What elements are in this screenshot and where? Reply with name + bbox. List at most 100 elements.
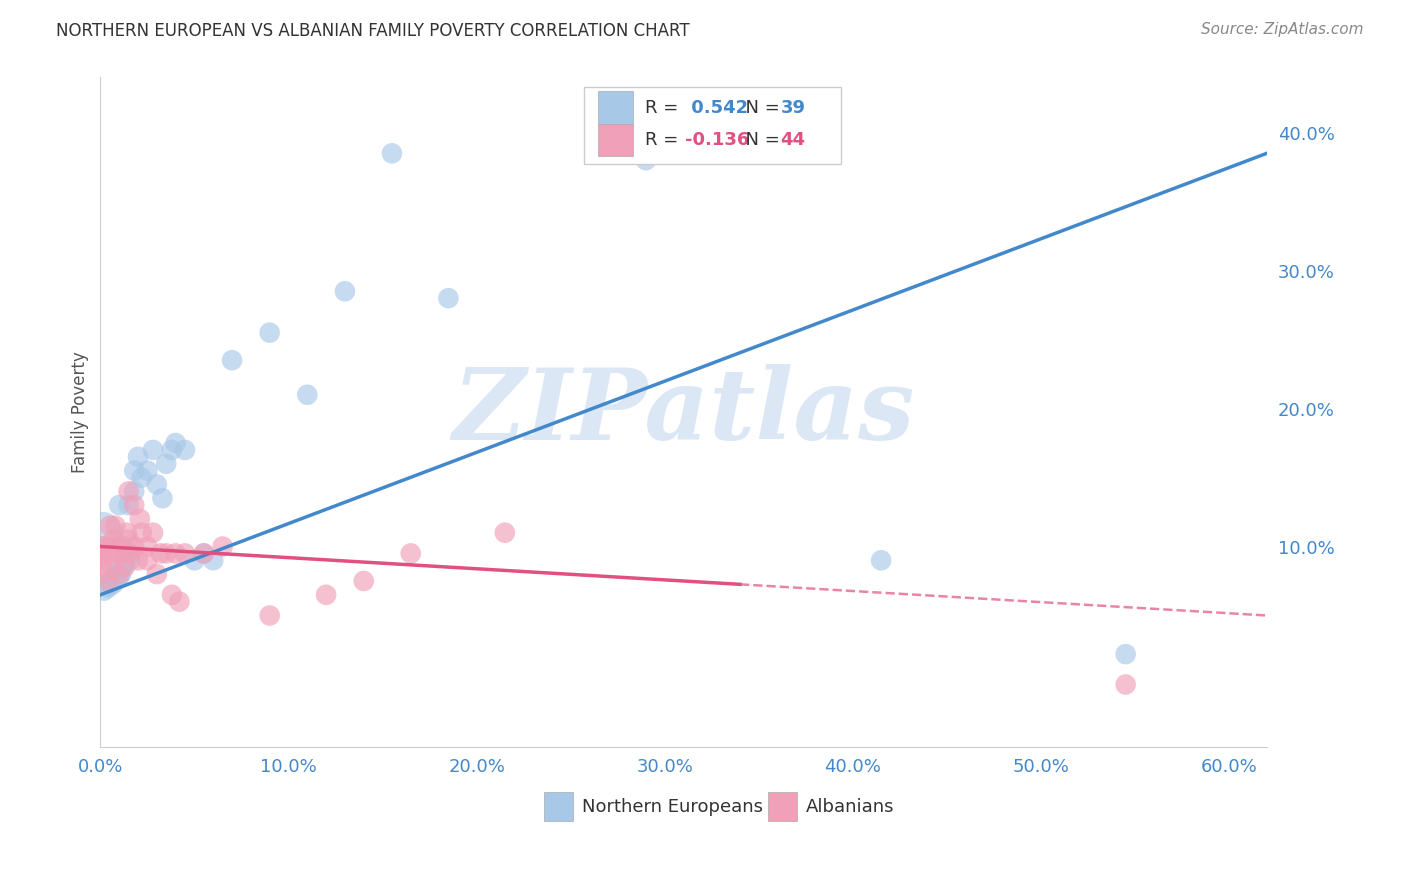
Point xyxy=(1115,677,1137,691)
Text: Source: ZipAtlas.com: Source: ZipAtlas.com xyxy=(1201,22,1364,37)
Point xyxy=(111,560,134,574)
Point xyxy=(202,553,225,567)
Point xyxy=(108,546,131,560)
Text: 39: 39 xyxy=(780,98,806,117)
Point xyxy=(120,546,142,560)
Point xyxy=(110,567,132,582)
Point xyxy=(117,533,139,547)
Point xyxy=(870,553,893,567)
Point xyxy=(131,525,153,540)
Point xyxy=(193,546,215,560)
Point xyxy=(104,518,127,533)
Point xyxy=(93,540,115,554)
Point xyxy=(315,588,337,602)
Point xyxy=(89,553,111,567)
Text: ZIPatlas: ZIPatlas xyxy=(453,364,915,460)
Point xyxy=(174,546,197,560)
Point xyxy=(353,574,375,588)
Point xyxy=(103,533,125,547)
Point xyxy=(399,546,422,560)
Point xyxy=(437,291,460,305)
Point xyxy=(122,498,145,512)
Point xyxy=(94,546,117,560)
FancyBboxPatch shape xyxy=(544,792,572,822)
Point xyxy=(211,540,233,554)
FancyBboxPatch shape xyxy=(585,87,841,164)
Point xyxy=(115,525,138,540)
Point xyxy=(100,574,122,588)
Point xyxy=(108,498,131,512)
Point xyxy=(155,546,177,560)
Point xyxy=(127,553,149,567)
Point xyxy=(221,353,243,368)
Point xyxy=(183,553,205,567)
Point xyxy=(91,560,114,574)
Text: NORTHERN EUROPEAN VS ALBANIAN FAMILY POVERTY CORRELATION CHART: NORTHERN EUROPEAN VS ALBANIAN FAMILY POV… xyxy=(56,22,690,40)
Point xyxy=(117,484,139,499)
Point xyxy=(165,436,187,450)
Y-axis label: Family Poverty: Family Poverty xyxy=(72,351,89,473)
Point xyxy=(149,546,172,560)
Point xyxy=(160,588,183,602)
Text: R =: R = xyxy=(645,130,685,149)
Point xyxy=(114,556,136,570)
Point xyxy=(117,498,139,512)
Point xyxy=(115,546,138,560)
Point xyxy=(110,546,132,560)
Point xyxy=(131,470,153,484)
Point xyxy=(142,442,165,457)
Point xyxy=(146,567,169,582)
Point xyxy=(297,388,319,402)
Point xyxy=(122,484,145,499)
Point xyxy=(103,576,125,591)
Text: N =: N = xyxy=(734,98,785,117)
Point xyxy=(136,540,159,554)
Text: R =: R = xyxy=(645,98,685,117)
Text: Albanians: Albanians xyxy=(806,797,894,816)
Point xyxy=(174,442,197,457)
Point xyxy=(89,553,111,567)
Point xyxy=(142,525,165,540)
FancyBboxPatch shape xyxy=(599,124,634,156)
Point xyxy=(91,525,114,540)
Point xyxy=(259,608,281,623)
Text: Northern Europeans: Northern Europeans xyxy=(582,797,763,816)
Point xyxy=(114,560,136,574)
Point xyxy=(111,540,134,554)
Point xyxy=(494,525,516,540)
Point xyxy=(120,553,142,567)
Point xyxy=(193,546,215,560)
FancyBboxPatch shape xyxy=(768,792,797,822)
Point xyxy=(97,574,120,588)
Point xyxy=(100,546,122,560)
Point xyxy=(97,581,120,595)
Point xyxy=(1115,647,1137,661)
Point xyxy=(155,457,177,471)
Point xyxy=(165,546,187,560)
Point xyxy=(634,153,657,168)
Point xyxy=(104,567,127,582)
Point xyxy=(152,491,174,506)
Point xyxy=(105,565,128,579)
Point xyxy=(105,540,128,554)
Point xyxy=(169,595,191,609)
Point xyxy=(127,450,149,464)
Point xyxy=(259,326,281,340)
Point xyxy=(108,567,131,582)
Point xyxy=(122,540,145,554)
Point xyxy=(104,540,127,554)
Point xyxy=(108,570,131,584)
Point xyxy=(136,553,159,567)
Point xyxy=(98,540,121,554)
Point xyxy=(333,285,356,299)
Text: N =: N = xyxy=(734,130,785,149)
Point xyxy=(128,512,150,526)
Point xyxy=(122,464,145,478)
Point xyxy=(93,583,115,598)
Text: -0.136: -0.136 xyxy=(685,130,749,149)
Point xyxy=(98,578,121,592)
Point xyxy=(146,477,169,491)
Point xyxy=(381,146,404,161)
Point xyxy=(136,464,159,478)
Text: 44: 44 xyxy=(780,130,806,149)
